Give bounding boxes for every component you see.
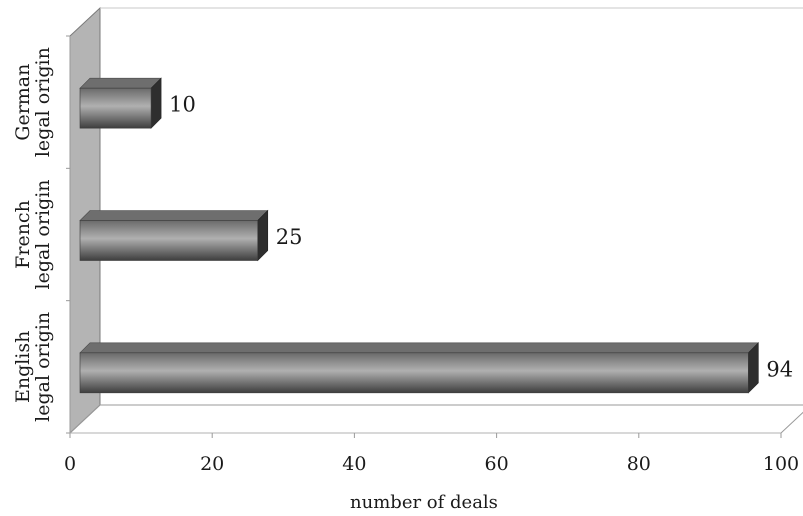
bar-front-face: [79, 87, 152, 129]
data-label: 10: [169, 93, 196, 117]
bar-1: [79, 209, 269, 262]
data-label: 25: [276, 225, 303, 249]
x-tick-label: 20: [200, 453, 224, 475]
category-label-line: legal origin: [32, 312, 54, 422]
x-tick-label: 80: [627, 453, 651, 475]
category-label-line: English: [12, 331, 34, 403]
bar-0: [79, 342, 760, 394]
x-tick-label: 0: [64, 453, 76, 475]
bar-front-face: [79, 352, 749, 394]
bar-top-face: [79, 77, 162, 89]
bar-2: [79, 77, 162, 129]
x-tick-label: 60: [485, 453, 509, 475]
bar-front-face: [79, 220, 259, 261]
bar-series: [79, 77, 760, 394]
chart-floor: [69, 404, 803, 434]
category-label-line: legal origin: [32, 47, 54, 157]
data-label: 94: [766, 357, 793, 381]
x-axis-title: number of deals: [350, 492, 498, 513]
category-label-line: legal origin: [32, 179, 54, 289]
x-tick-label: 40: [342, 453, 366, 475]
category-label-line: German: [12, 64, 34, 141]
x-tick-label: 100: [763, 453, 799, 475]
category-label-line: French: [12, 200, 34, 269]
bar-top-face: [79, 210, 269, 221]
bar-top-face: [79, 342, 760, 354]
